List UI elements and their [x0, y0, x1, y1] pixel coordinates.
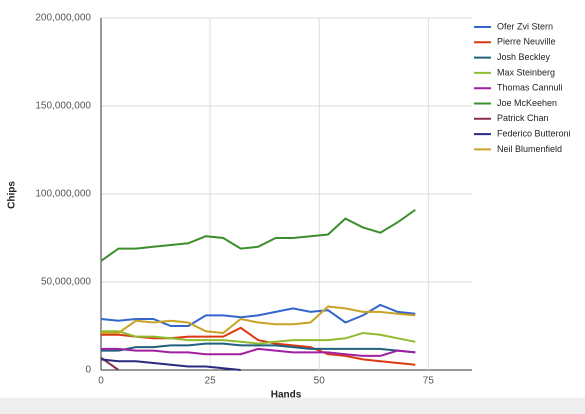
legend-label: Ofer Zvi Stern — [497, 21, 553, 31]
x-tick-label: 50 — [314, 376, 326, 387]
legend-label: Patrick Chan — [497, 113, 549, 123]
series-line — [101, 305, 416, 335]
series-line — [101, 342, 416, 354]
y-tick-label: 50,000,000 — [41, 277, 91, 288]
series-line — [101, 330, 416, 345]
legend-label: Josh Beckley — [497, 52, 551, 62]
legend-label: Max Steinberg — [497, 67, 555, 77]
legend-label: Pierre Neuville — [497, 37, 556, 47]
x-tick-label: 75 — [423, 376, 435, 387]
legend-label: Federico Butteroni — [497, 128, 571, 138]
y-tick-label: 200,000,000 — [35, 13, 91, 24]
series-line — [100, 208, 416, 262]
x-tick-label: 0 — [98, 376, 104, 387]
x-axis-title: Hands — [271, 390, 302, 401]
legend: Ofer Zvi Stern Pierre Neuville Josh Beckle… — [474, 21, 571, 154]
y-tick-label: 150,000,000 — [35, 101, 91, 112]
legend-label: Joe McKeehen — [497, 98, 557, 108]
axes: 0 50,000,000 100,000,000 150,000,000 200,000… — [35, 13, 434, 387]
y-tick-label: 100,000,000 — [35, 189, 91, 200]
series-line — [101, 326, 416, 366]
series-line — [100, 303, 416, 327]
y-axis-title: Chips — [7, 181, 18, 209]
plot — [100, 208, 416, 371]
footer-bar — [0, 398, 585, 414]
grid — [100, 17, 472, 371]
legend-label: Neil Blumenfield — [497, 144, 562, 154]
series-line — [100, 358, 241, 371]
y-tick-label: 0 — [85, 365, 91, 376]
x-tick-label: 25 — [205, 376, 217, 387]
series-line — [101, 347, 416, 357]
legend-label: Thomas Cannuli — [497, 83, 563, 93]
